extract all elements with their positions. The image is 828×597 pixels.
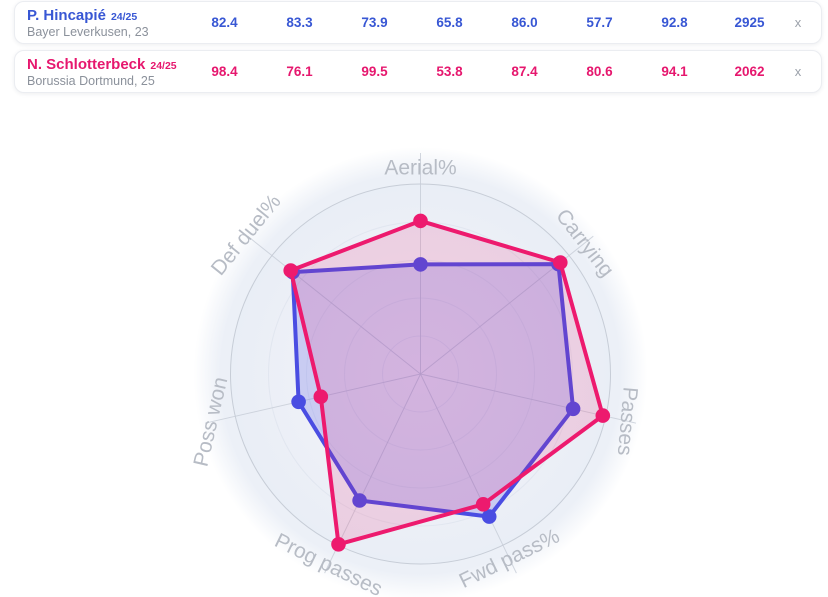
stat-prog-passes: 73.9 <box>361 15 388 30</box>
radar-axis-label: Aerial% <box>384 157 456 180</box>
remove-player-button[interactable]: x <box>787 64 809 79</box>
player-season: 24/25 <box>110 10 138 23</box>
stat-prog-passes: 99.5 <box>361 64 388 79</box>
player-name[interactable]: N. Schlotterbeck <box>27 55 146 73</box>
player-team: Borussia Dortmund, 25 <box>27 73 155 88</box>
stat-passes: 82.4 <box>211 15 238 30</box>
stat-minutes: 2062 <box>734 64 765 79</box>
player-team: Bayer Leverkusen, 23 <box>27 24 149 39</box>
stat-carrying: 92.8 <box>661 15 688 30</box>
player-row-schlotterbeck: N. Schlotterbeck 24/25 Borussia Dortmund… <box>14 50 822 93</box>
stat-poss-won: 53.8 <box>436 64 463 79</box>
stat-fwd-pass: 76.1 <box>286 64 313 79</box>
stat-aerial: 57.7 <box>586 15 613 30</box>
remove-player-button[interactable]: x <box>787 15 809 30</box>
stat-passes: 98.4 <box>211 64 238 79</box>
stat-def-duel: 87.4 <box>511 64 538 79</box>
stat-poss-won: 65.8 <box>436 15 463 30</box>
stat-def-duel: 86.0 <box>511 15 538 30</box>
stat-minutes: 2925 <box>734 15 765 30</box>
stat-carrying: 94.1 <box>661 64 688 79</box>
stat-aerial: 80.6 <box>586 64 613 79</box>
player-name[interactable]: P. Hincapié <box>27 6 106 24</box>
player-info: N. Schlotterbeck 24/25 Borussia Dortmund… <box>27 56 187 88</box>
player-season: 24/25 <box>150 59 177 72</box>
stat-fwd-pass: 83.3 <box>286 15 313 30</box>
player-row-hincapie: P. Hincapié 24/25 Bayer Leverkusen, 23 8… <box>14 1 822 44</box>
player-info: P. Hincapié 24/25 Bayer Leverkusen, 23 <box>27 7 187 39</box>
